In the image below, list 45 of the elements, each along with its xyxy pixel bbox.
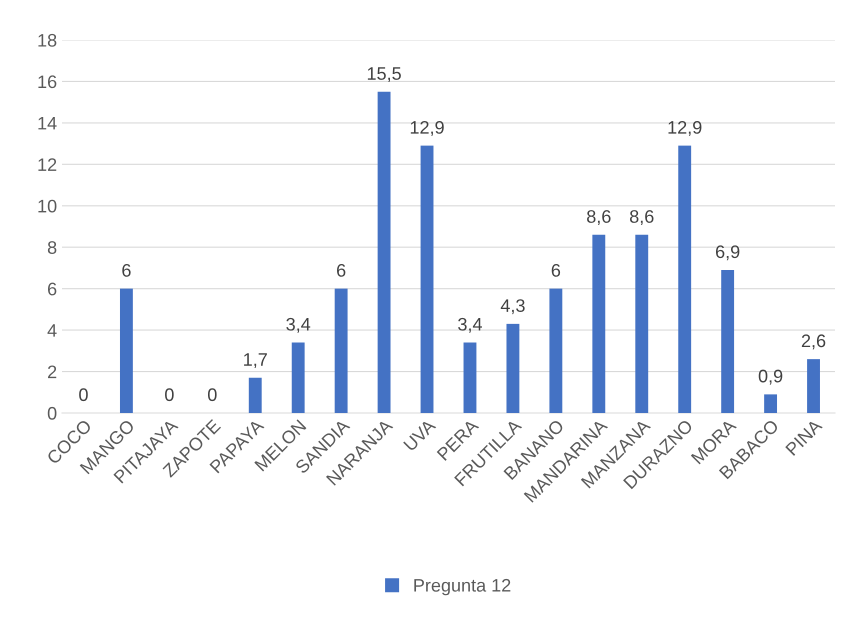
bar: [248, 378, 262, 413]
y-tick-label: 12: [38, 158, 56, 171]
y-tick-label: 2: [48, 365, 56, 378]
data-label: 3,4: [458, 318, 482, 333]
y-tick-label: 0: [48, 406, 56, 420]
data-label: 15,5: [368, 67, 401, 82]
y-tick-label: 8: [48, 241, 56, 254]
bar: [807, 359, 820, 413]
bar: [764, 394, 778, 413]
y-tick-label: 18: [38, 34, 56, 47]
bar: [721, 270, 734, 413]
data-label: 12,9: [410, 120, 444, 136]
data-label: 2,6: [802, 334, 826, 350]
bar: [464, 342, 476, 413]
bar: [592, 234, 606, 413]
y-tick-label: 6: [48, 282, 56, 296]
bar: [334, 288, 348, 413]
legend-label: Pregunta 12: [414, 578, 510, 596]
data-label: 12,9: [668, 120, 702, 136]
data-label: 6: [552, 264, 560, 277]
y-tick-label: 4: [48, 324, 57, 337]
y-tick-label: 16: [38, 75, 56, 88]
bar: [678, 146, 692, 413]
bar: [635, 234, 648, 413]
bar: [506, 324, 520, 413]
data-label: 0: [208, 388, 217, 402]
data-label: 0,9: [758, 370, 782, 385]
data-label: 8,6: [587, 210, 611, 226]
data-label: 0: [165, 388, 174, 402]
data-label: 1,7: [244, 353, 267, 368]
bar: [420, 146, 434, 413]
data-label: 4,3: [500, 299, 525, 314]
bar: [378, 92, 391, 413]
y-tick-label: 14: [38, 117, 57, 130]
data-label: 3,4: [286, 318, 310, 333]
data-label: 6,9: [716, 245, 740, 260]
data-label: 8,6: [630, 210, 654, 226]
y-tick-label: 10: [38, 200, 56, 212]
data-label: 6: [337, 264, 346, 277]
bar: [292, 342, 305, 413]
data-label: 6: [122, 264, 131, 277]
bar: [120, 288, 133, 413]
bar: [549, 288, 562, 413]
data-label: 0: [79, 388, 88, 402]
x-tick-label: UVA: [403, 418, 436, 452]
